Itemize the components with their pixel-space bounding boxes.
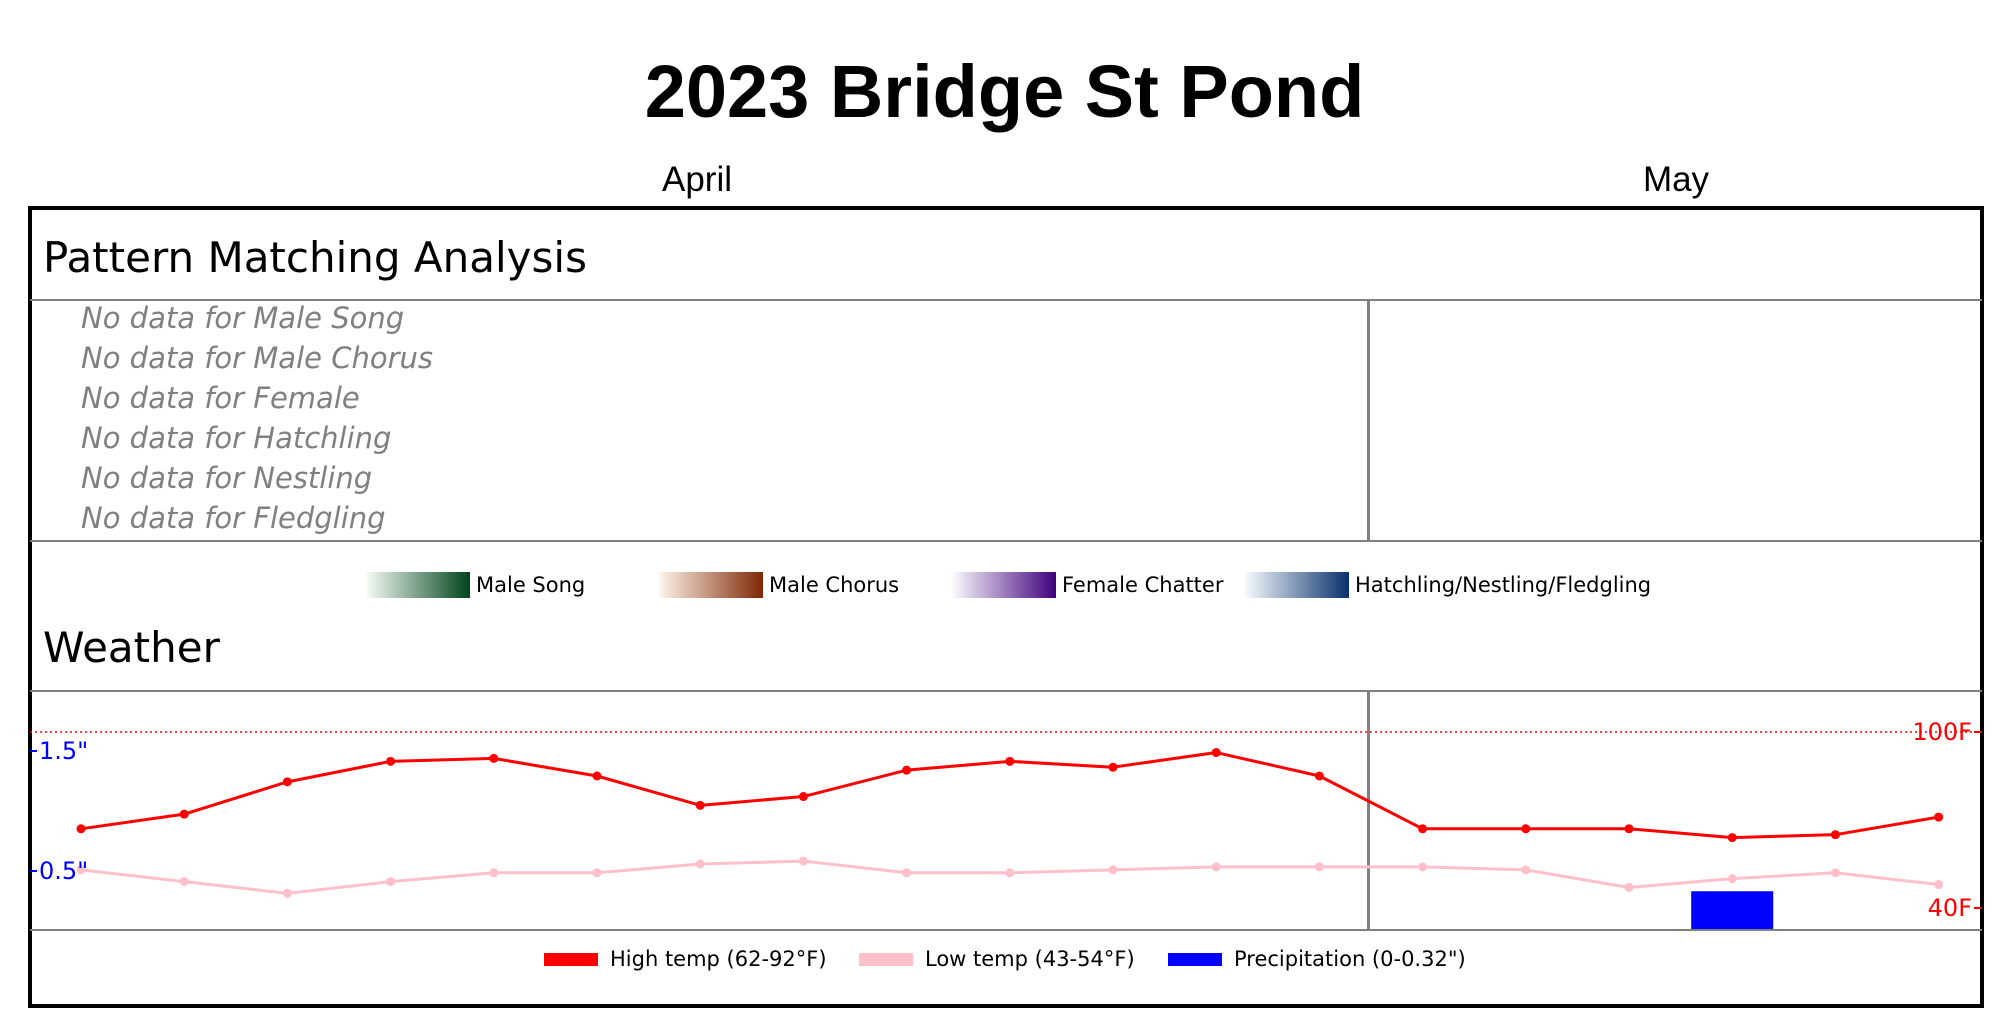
legend-label-male-song: Male Song	[476, 573, 586, 597]
legend-label-male-chorus: Male Chorus	[769, 573, 900, 597]
high-temp-point-15	[1521, 824, 1531, 834]
weather-legend-swatch-high	[544, 952, 598, 966]
weather-legend-swatch-precip	[1168, 952, 1222, 966]
high-temp-point-19	[1934, 812, 1944, 822]
legend-label-hatchling: Hatchling/Nestling/Fledgling	[1355, 573, 1652, 597]
legend-label-female-chatter: Female Chatter	[1062, 573, 1224, 597]
high-temp-point-13	[1314, 771, 1324, 781]
low-temp-point-13	[1314, 862, 1324, 872]
high-temp-point-3	[282, 777, 292, 787]
legend-swatch-male-chorus	[659, 572, 763, 598]
pattern-bottom-divider	[30, 540, 1982, 542]
low-temp-point-2	[179, 877, 189, 887]
low-temp-point-3	[282, 888, 292, 898]
no-data-hatchling: No data for Hatchling	[81, 421, 392, 455]
high-temp-point-8	[798, 792, 808, 802]
legend-item-female-chatter: Female Chatter	[952, 570, 1223, 600]
low-temp-point-12	[1211, 862, 1221, 872]
weather-legend-low: Low temp (43-54°F)	[859, 944, 1135, 974]
low-temp-point-10	[1005, 868, 1015, 878]
weather-legend-high: High temp (62-92°F)	[544, 944, 827, 974]
month-label-may: May	[1642, 160, 1710, 199]
weather-legend-swatch-low	[859, 952, 913, 966]
precip-bar-17	[1691, 891, 1774, 929]
low-temp-point-15	[1521, 865, 1531, 875]
precip-axis-label-1: 1.5"	[39, 737, 88, 765]
high-temp-point-16	[1624, 824, 1634, 834]
pattern-top-divider	[30, 299, 1982, 301]
month-label-april: April	[661, 160, 733, 199]
high-temp-point-9	[902, 765, 912, 775]
high-temp-point-12	[1211, 748, 1221, 758]
no-data-female: No data for Female	[81, 381, 360, 415]
precip-axis-label-2: 0.5"	[39, 857, 88, 885]
low-temp-point-17	[1727, 874, 1737, 884]
high-temp-point-11	[1108, 762, 1118, 772]
weather-legend-label-low: Low temp (43-54°F)	[925, 947, 1135, 971]
low-temp-point-6	[592, 868, 602, 878]
low-temp-point-18	[1830, 868, 1840, 878]
chart-frame	[28, 206, 1984, 1008]
low-temp-point-7	[695, 859, 705, 869]
month-divider-pattern	[1367, 300, 1370, 541]
page-title: 2023 Bridge St Pond	[644, 50, 1365, 133]
high-temp-point-18	[1830, 830, 1840, 840]
no-data-nestling: No data for Nestling	[81, 461, 373, 495]
low-temp-point-9	[902, 868, 912, 878]
legend-item-male-chorus: Male Chorus	[659, 570, 899, 600]
legend-swatch-male-song	[366, 572, 470, 598]
low-temp-point-11	[1108, 865, 1118, 875]
temp-axis-label-1: 100F	[1912, 718, 1972, 746]
low-temp-point-16	[1624, 882, 1634, 892]
weather-bottom-divider	[30, 929, 1982, 931]
high-temp-point-6	[592, 771, 602, 781]
low-temp-point-19	[1934, 880, 1944, 890]
no-data-male-chorus: No data for Male Chorus	[81, 341, 433, 375]
legend-item-hatchling: Hatchling/Nestling/Fledgling	[1245, 570, 1651, 600]
pattern-section-title: Pattern Matching Analysis	[43, 233, 587, 282]
weather-top-divider	[30, 690, 1982, 692]
low-temp-point-14	[1418, 862, 1428, 872]
weather-section-title: Weather	[43, 623, 220, 672]
weather-legend-label-high: High temp (62-92°F)	[610, 947, 827, 971]
legend-item-male-song: Male Song	[366, 570, 585, 600]
weather-legend-label-precip: Precipitation (0-0.32")	[1234, 947, 1466, 971]
high-temp-point-1	[76, 824, 86, 834]
no-data-male-song: No data for Male Song	[81, 301, 405, 335]
low-temp-point-5	[489, 868, 499, 878]
high-temp-point-4	[386, 756, 396, 766]
temp-axis-label-2: 40F	[1928, 894, 1972, 922]
low-temp-point-1	[76, 865, 86, 875]
legend-swatch-female-chatter	[952, 572, 1056, 598]
month-divider-weather	[1367, 691, 1370, 930]
legend-swatch-hatchling	[1245, 572, 1349, 598]
low-temp-point-4	[386, 877, 396, 887]
high-temp-point-14	[1418, 824, 1428, 834]
high-temp-point-5	[489, 753, 499, 763]
high-temp-point-2	[179, 809, 189, 819]
low-temp-point-8	[798, 856, 808, 866]
high-temp-point-10	[1005, 756, 1015, 766]
weather-legend-precip: Precipitation (0-0.32")	[1168, 944, 1466, 974]
high-temp-point-17	[1727, 833, 1737, 843]
high-temp-point-7	[695, 800, 705, 810]
no-data-fledgling: No data for Fledgling	[81, 501, 386, 535]
